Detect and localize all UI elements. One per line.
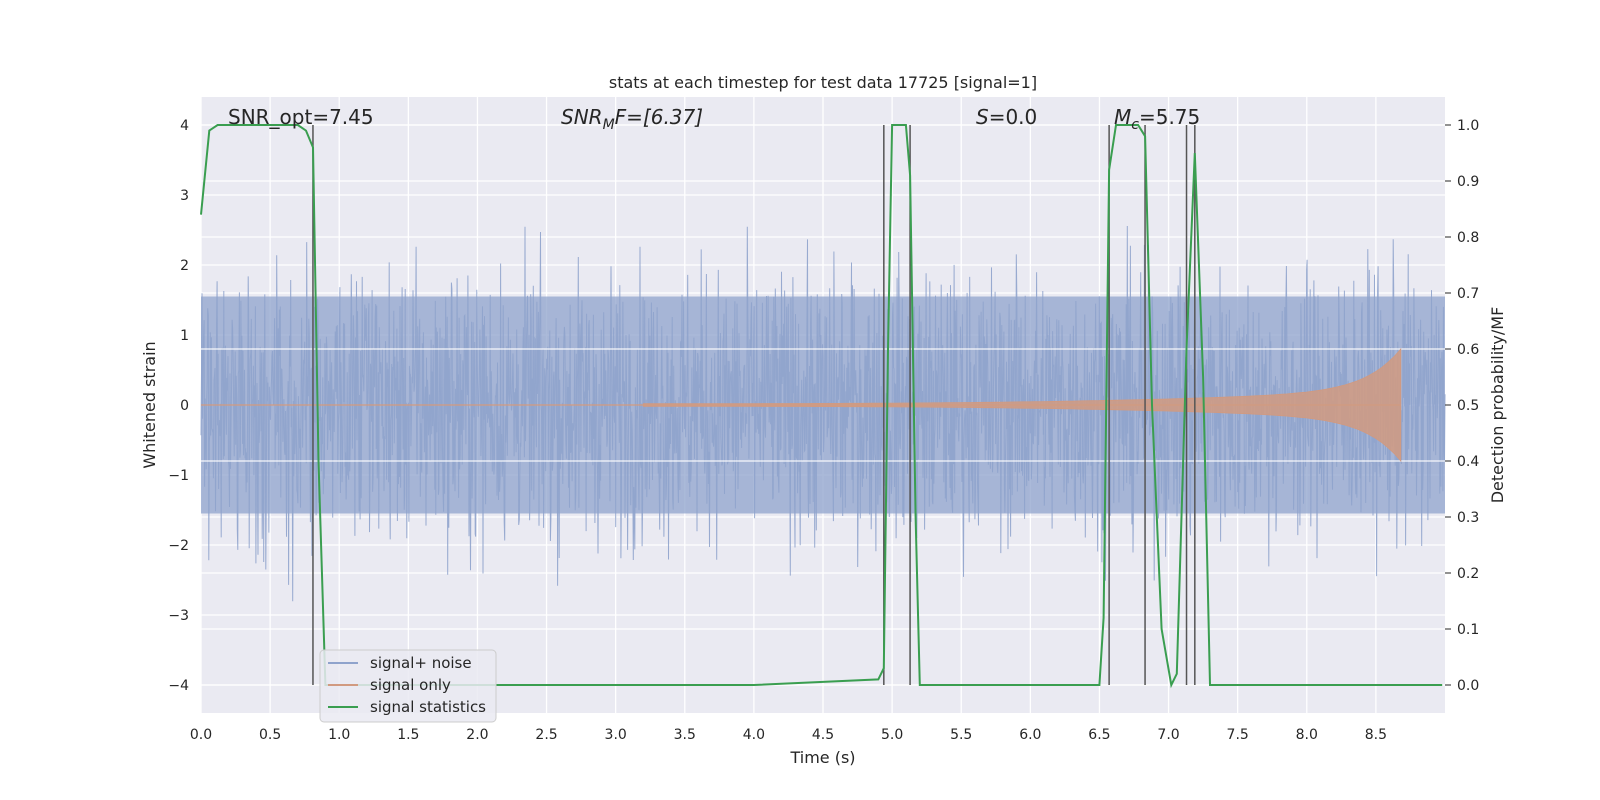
annotation-s: S=0.0 (976, 105, 1037, 129)
y-tick-label: −2 (168, 538, 189, 554)
y-tick-label: 4 (180, 118, 189, 134)
y2-tick-label: 0.6 (1457, 342, 1479, 358)
x-tick-label: 6.5 (1088, 727, 1110, 743)
y2-tick-label: 0.5 (1457, 398, 1479, 414)
y2-tick-label: 0.7 (1457, 286, 1479, 302)
x-tick-label: 2.0 (466, 727, 488, 743)
x-tick-label: 7.5 (1227, 727, 1249, 743)
x-tick-label: 5.5 (950, 727, 972, 743)
chart-title: stats at each timestep for test data 177… (609, 73, 1037, 92)
x-tick-label: 1.0 (328, 727, 350, 743)
annotation-snr-mf-symbol: SNR (561, 105, 603, 129)
legend-label-noise: signal+ noise (370, 654, 472, 672)
series-signal-only (201, 347, 1402, 463)
y2-tick-label: 0.4 (1457, 454, 1479, 470)
legend-label-statistics: signal statistics (370, 698, 486, 716)
annotation-s-symbol: S (976, 105, 989, 129)
y-tick-labels: −4 −3 −2 −1 0 1 2 3 4 (168, 118, 189, 694)
x-tick-label: 6.0 (1019, 727, 1041, 743)
series-signal-statistics (200, 124, 1443, 689)
annotation-mc-symbol: M (1114, 105, 1131, 129)
x-tick-label: 0.0 (190, 727, 212, 743)
x-axis-label: Time (s) (789, 748, 855, 767)
x-tick-label: 0.5 (259, 727, 281, 743)
y-tick-label: 2 (180, 258, 189, 274)
y-tick-label: −4 (168, 678, 189, 694)
x-tick-label: 8.0 (1296, 727, 1318, 743)
y2-tick-labels: 0.0 0.1 0.2 0.3 0.4 0.5 0.6 0.7 0.8 0.9 1.0 (1445, 118, 1479, 694)
y-axis-label: Whitened strain (140, 341, 159, 468)
annotation-snr-mf: SNRMF=[6.37] (561, 105, 703, 133)
noise-trace (200, 225, 1446, 602)
x-tick-label: 4.0 (743, 727, 765, 743)
x-tick-label: 4.5 (812, 727, 834, 743)
y-tick-label: 0 (180, 398, 189, 414)
y-tick-label: 3 (180, 188, 189, 204)
x-tick-label: 8.5 (1365, 727, 1387, 743)
y-tick-label: −3 (168, 608, 189, 624)
y-tick-label: −1 (168, 468, 189, 484)
annotation-mc: Mc=5.75 (1114, 105, 1200, 133)
y2-tick-label: 0.8 (1457, 230, 1479, 246)
annotation-s-value: =0.0 (989, 105, 1038, 129)
x-tick-label: 2.5 (535, 727, 557, 743)
x-tick-label: 1.5 (397, 727, 419, 743)
y2-tick-label: 0.3 (1457, 510, 1479, 526)
probability-line (200, 124, 1443, 689)
x-tick-label: 3.5 (674, 727, 696, 743)
y2-tick-label: 0.0 (1457, 678, 1479, 694)
horizontal-reference-lines (201, 348, 1445, 462)
legend: signal+ noise signal only signal statist… (319, 649, 497, 723)
annotation-mc-value: =5.75 (1139, 105, 1200, 129)
y2-axis-label: Detection probability/MF (1488, 307, 1507, 504)
annotation-mc-subscript: c (1131, 117, 1139, 133)
legend-label-signal: signal only (370, 676, 451, 694)
annotation-snr-mf-value: F=[6.37] (615, 105, 703, 129)
legend-box (319, 649, 497, 723)
annotation-snr-opt: SNR_opt=7.45 (228, 105, 374, 129)
y-tick-label: 1 (180, 328, 189, 344)
annotation-snr-mf-subscript: M (603, 117, 615, 133)
y2-tick-label: 0.1 (1457, 622, 1479, 638)
x-tick-labels: 0.0 0.5 1.0 1.5 2.0 2.5 3.0 3.5 4.0 4.5 5.0 5.5 6.0 6… (190, 727, 1387, 743)
x-tick-label: 7.0 (1157, 727, 1179, 743)
y2-tick-label: 0.9 (1457, 174, 1479, 190)
x-tick-label: 5.0 (881, 727, 903, 743)
y2-tick-label: 1.0 (1457, 118, 1479, 134)
y2-tick-label: 0.2 (1457, 566, 1479, 582)
detection-boundary-lines (312, 125, 1196, 685)
x-tick-label: 3.0 (605, 727, 627, 743)
